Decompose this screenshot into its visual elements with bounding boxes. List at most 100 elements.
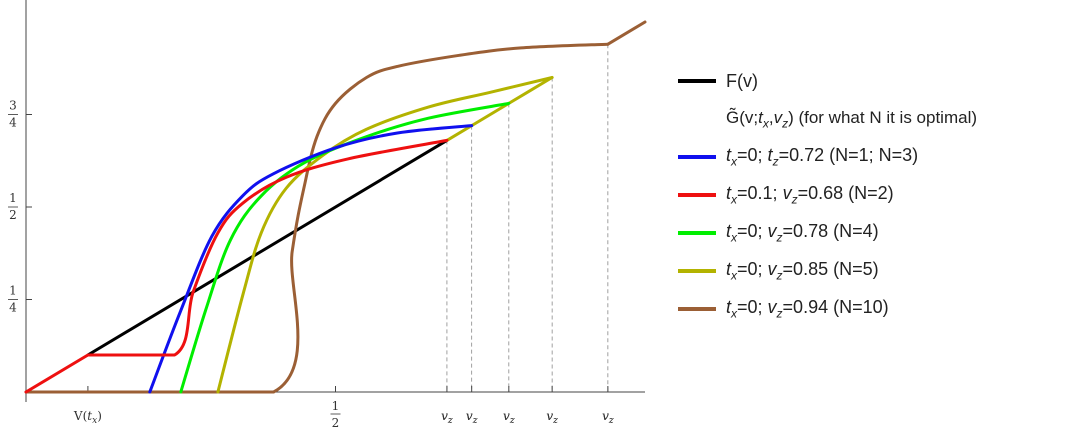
legend-var: v: [767, 259, 777, 280]
legend-item: tx=0; vz=0.78 (N=4): [678, 214, 1084, 252]
axes: [25, 0, 645, 402]
x-tick-label-suffix: ): [97, 409, 102, 423]
legend-text-part: =0;: [737, 145, 768, 166]
x-tick-label-sub: z: [608, 416, 614, 426]
legend-text-part: =0;: [737, 259, 768, 280]
series-line: [24, 138, 449, 394]
legend-item: tx=0; vz=0.85 (N=5): [678, 252, 1084, 290]
y-tick-numerator: 3: [9, 99, 17, 113]
legend-text-part: =0.1;: [737, 183, 783, 204]
x-tick-label-sub: z: [552, 416, 558, 426]
x-tick-label-var: v: [546, 409, 553, 423]
x-tick-label-sub: z: [447, 416, 453, 426]
x-tick-label-vz: vz: [466, 409, 478, 426]
y-tick-numerator: 1: [9, 191, 17, 205]
legend-var: t: [758, 107, 763, 127]
legend-text-part: G̃(v;: [726, 107, 759, 127]
legend-item: tx=0.1; vz=0.68 (N=2): [678, 176, 1084, 214]
legend-item: tx=0; vz=0.94 (N=10): [678, 290, 1084, 328]
x-tick-label-var: v: [466, 409, 473, 423]
legend-var: v: [782, 183, 792, 204]
legend-var-subscript: x: [731, 230, 738, 245]
legend-item: F(v): [678, 62, 1084, 100]
legend-var: t: [726, 183, 732, 204]
series-line: [606, 20, 647, 46]
x-tick-label-vz: vz: [503, 409, 515, 426]
y-tick-numerator: 1: [9, 284, 17, 298]
x-tick-label-sub: z: [608, 416, 614, 426]
legend-text-part: ,: [768, 107, 774, 127]
x-tick-label-vz: vz: [441, 409, 453, 426]
x-tick-label-sub: z: [509, 416, 515, 426]
legend-swatch: [678, 155, 716, 159]
legend-var: t: [767, 145, 773, 166]
legend-swatch: [678, 117, 716, 121]
series-line: [445, 76, 554, 142]
x-tick-label: vz: [466, 409, 478, 426]
legend-var: v: [767, 297, 777, 318]
x-tick-label: 12: [330, 399, 341, 430]
legend-label: tx=0; vz=0.78 (N=4): [726, 221, 879, 245]
x-tick-label-vz: vz: [602, 409, 614, 426]
x-tick-label-var: v: [441, 409, 448, 423]
legend-text-part: =0;: [737, 221, 768, 242]
legend-var-subscript: z: [772, 154, 779, 169]
legend-var-subscript: z: [791, 192, 798, 207]
legend-var: t: [726, 145, 732, 166]
legend-label: tx=0; tz=0.72 (N=1; N=3): [726, 145, 918, 169]
series-layer: [24, 20, 647, 394]
legend-text-part: =0.68 (N=2): [797, 183, 894, 204]
legend-var-subscript: x: [731, 306, 738, 321]
legend-var-subscript: x: [731, 154, 738, 169]
legend-var-subscript: x: [762, 116, 769, 131]
legend-var-subscript: z: [776, 306, 783, 321]
x-tick-label-sub: z: [552, 416, 558, 426]
legend-label: tx=0; vz=0.94 (N=10): [726, 297, 889, 321]
x-tick-label-sub: z: [472, 416, 478, 426]
y-tick-label: 14: [8, 284, 18, 315]
series-line: [216, 76, 554, 394]
legend-item: G̃(v;tx,vz) (for what N it is optimal): [678, 100, 1084, 138]
y-tick-label: 34: [8, 99, 18, 130]
legend-var-subscript: z: [782, 116, 789, 131]
legend-swatch: [678, 79, 716, 83]
legend-item: tx=0; tz=0.72 (N=1; N=3): [678, 138, 1084, 176]
legend-label: tx=0; vz=0.85 (N=5): [726, 259, 879, 283]
x-tick-label-var: v: [503, 409, 510, 423]
x-tick-label: vz: [546, 409, 558, 426]
x-tick-label: vz: [503, 409, 515, 426]
x-tick-denominator: 2: [332, 416, 340, 430]
dashed-marker-layer: [446, 44, 609, 392]
legend-text-part: ) (for what N it is optimal): [788, 107, 978, 127]
x-tick-label-var: v: [503, 409, 510, 423]
legend-text-part: =0;: [737, 297, 768, 318]
x-tick-label: V(tx): [73, 409, 102, 426]
x-tick-label-var: v: [441, 409, 448, 423]
legend: F(v) G̃(v;tx,vz) (for what N it is optima…: [678, 62, 1084, 328]
legend-text-part: =0.85 (N=5): [782, 259, 879, 280]
x-tick-label-sub: z: [472, 416, 478, 426]
x-tick-numerator: 1: [332, 399, 340, 413]
legend-var: t: [726, 259, 732, 280]
legend-var-subscript: z: [776, 268, 783, 283]
legend-swatch: [678, 307, 716, 311]
series-line: [148, 124, 474, 394]
x-tick-label-sub: x: [92, 416, 97, 426]
y-tick-denominator: 4: [9, 301, 17, 315]
legend-var-subscript: x: [731, 268, 738, 283]
x-tick-label-var: v: [602, 409, 609, 423]
y-tick-denominator: 2: [9, 208, 17, 222]
y-tick-label: 12: [8, 191, 18, 222]
x-tick-label-var: t: [87, 409, 92, 423]
legend-swatch: [678, 269, 716, 273]
series-line: [86, 138, 449, 357]
legend-label: G̃(v;tx,vz) (for what N it is optimal): [726, 108, 977, 130]
x-tick-label-prefix: V(: [73, 409, 87, 423]
series-line: [24, 42, 610, 394]
legend-var: t: [726, 221, 732, 242]
x-tick-label-var: v: [466, 409, 473, 423]
x-tick-label-var: v: [602, 409, 609, 423]
legend-var-subscript: z: [776, 230, 783, 245]
